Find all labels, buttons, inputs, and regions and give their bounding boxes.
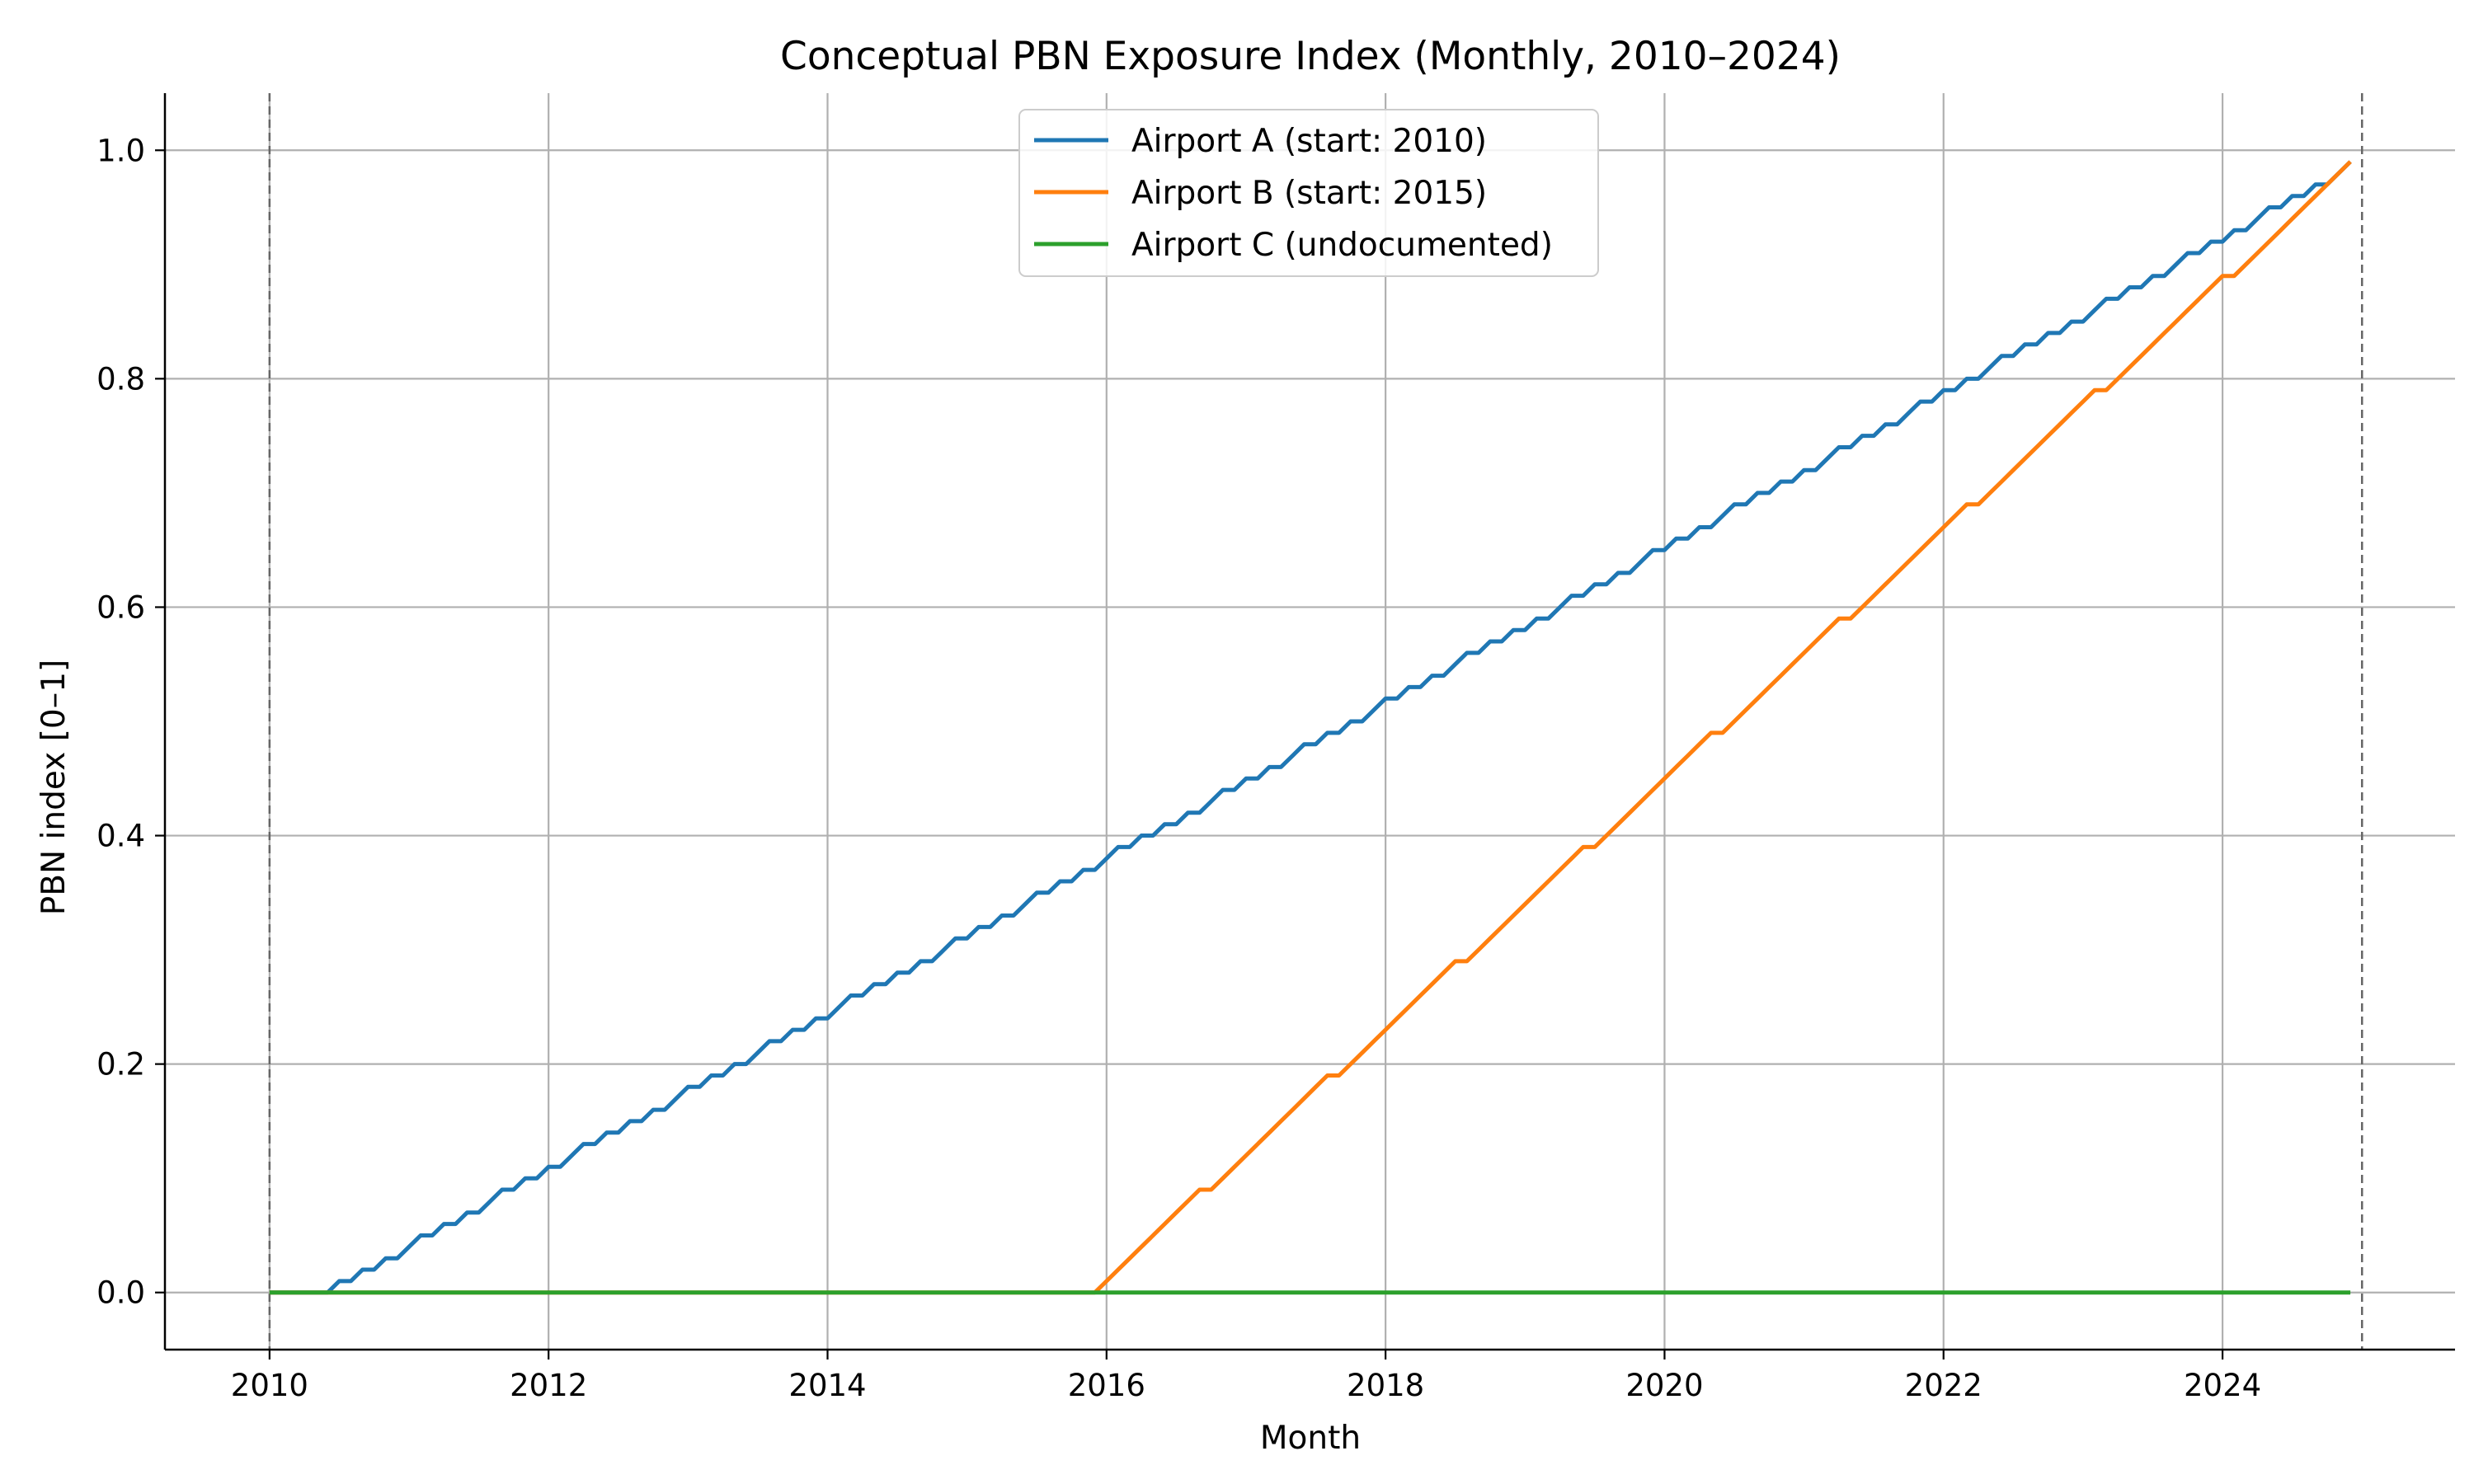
tick-labels: 0.0 0.2 0.4 0.6 0.8 1.0 2010 2012 2014 2016 2018 20… bbox=[96, 133, 2261, 1403]
x-tick-label: 2020 bbox=[1625, 1368, 1703, 1403]
legend-label-2: Airport B (start: 2015) bbox=[1131, 175, 1487, 212]
x-tick-label: 2022 bbox=[1905, 1368, 1982, 1403]
legend-box bbox=[1018, 109, 1599, 277]
x-tick-label: 2010 bbox=[231, 1368, 308, 1403]
legend-label-3: Airport C (undocumented) bbox=[1131, 227, 1553, 264]
y-tick-label: 1.0 bbox=[96, 133, 145, 168]
x-tick-label: 2014 bbox=[788, 1368, 866, 1403]
axes bbox=[155, 93, 2455, 1360]
x-tick-label: 2012 bbox=[510, 1368, 587, 1403]
grid bbox=[165, 93, 2455, 1350]
legend: Airport A (start: 2010) Airport B (start:… bbox=[1018, 109, 1599, 277]
series-line-1 bbox=[269, 160, 2352, 1295]
x-tick-label: 2018 bbox=[1347, 1368, 1424, 1403]
chart-title: Conceptual PBN Exposure Index (Monthly, … bbox=[780, 34, 1841, 79]
y-tick-label: 0.0 bbox=[96, 1275, 145, 1311]
reference-lines bbox=[268, 93, 2363, 1350]
legend-label-1: Airport A (start: 2010) bbox=[1131, 123, 1487, 160]
series-lines bbox=[269, 160, 2352, 1295]
y-tick-label: 0.6 bbox=[96, 589, 145, 625]
y-axis-label: PBN index [0–1] bbox=[35, 660, 73, 916]
y-tick-label: 0.2 bbox=[96, 1047, 145, 1082]
x-tick-label: 2016 bbox=[1068, 1368, 1145, 1403]
x-tick-label: 2024 bbox=[2184, 1368, 2261, 1403]
y-tick-label: 0.8 bbox=[96, 361, 145, 397]
y-tick-label: 0.4 bbox=[96, 819, 145, 854]
x-axis-label: Month bbox=[1260, 1420, 1361, 1457]
